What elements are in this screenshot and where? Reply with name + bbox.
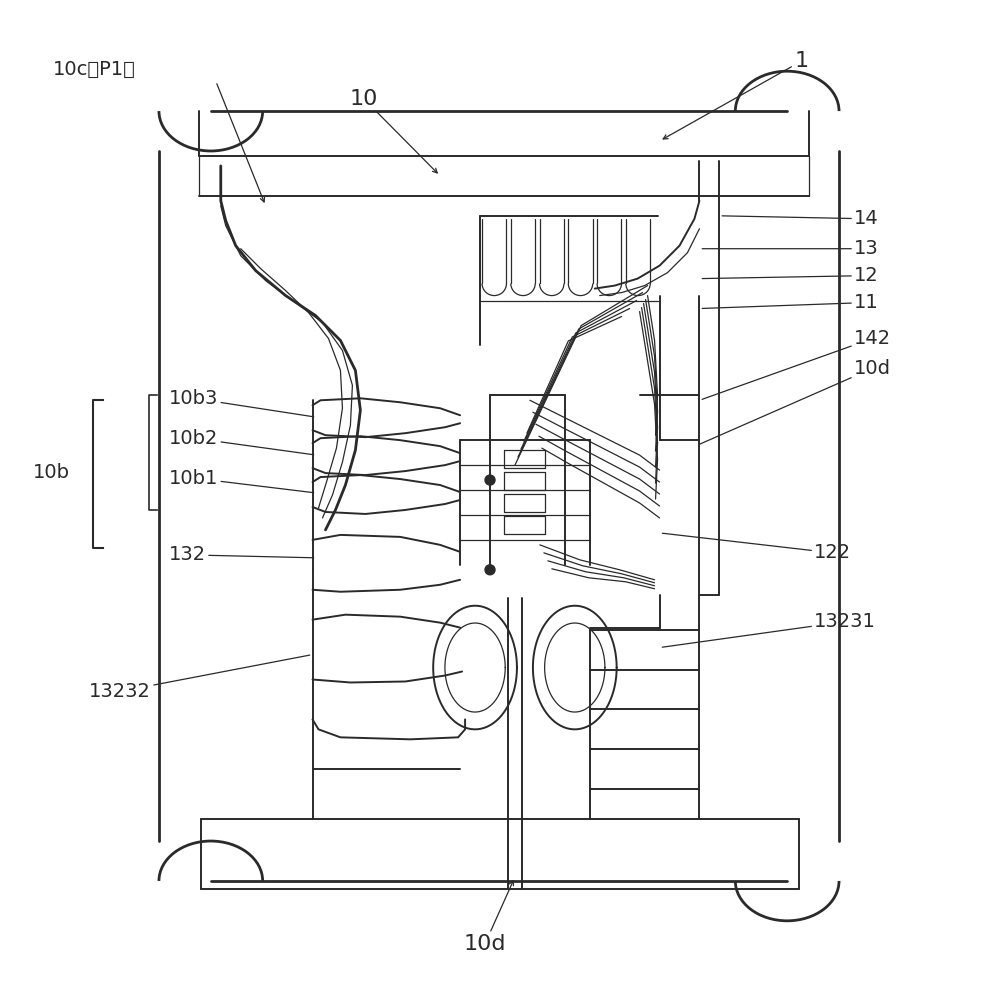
Text: 12: 12	[702, 266, 879, 285]
Text: 1: 1	[663, 51, 808, 139]
Text: 10d: 10d	[464, 881, 513, 954]
Text: 10b: 10b	[34, 463, 71, 482]
Circle shape	[485, 565, 495, 575]
Text: 10c〈P1〉: 10c〈P1〉	[54, 60, 136, 79]
Text: 142: 142	[702, 329, 891, 399]
Text: 10: 10	[350, 89, 437, 173]
Text: 10b3: 10b3	[169, 389, 314, 417]
Text: 13: 13	[702, 239, 879, 258]
Text: 10b1: 10b1	[169, 469, 314, 493]
Text: 11: 11	[702, 293, 879, 312]
Text: 13231: 13231	[662, 612, 876, 647]
Text: 122: 122	[662, 533, 851, 562]
Text: 14: 14	[722, 209, 879, 228]
Text: 13232: 13232	[89, 655, 310, 701]
Circle shape	[485, 475, 495, 485]
Text: 132: 132	[169, 545, 314, 564]
Text: 10d: 10d	[700, 359, 891, 444]
Text: 10b2: 10b2	[169, 429, 314, 455]
